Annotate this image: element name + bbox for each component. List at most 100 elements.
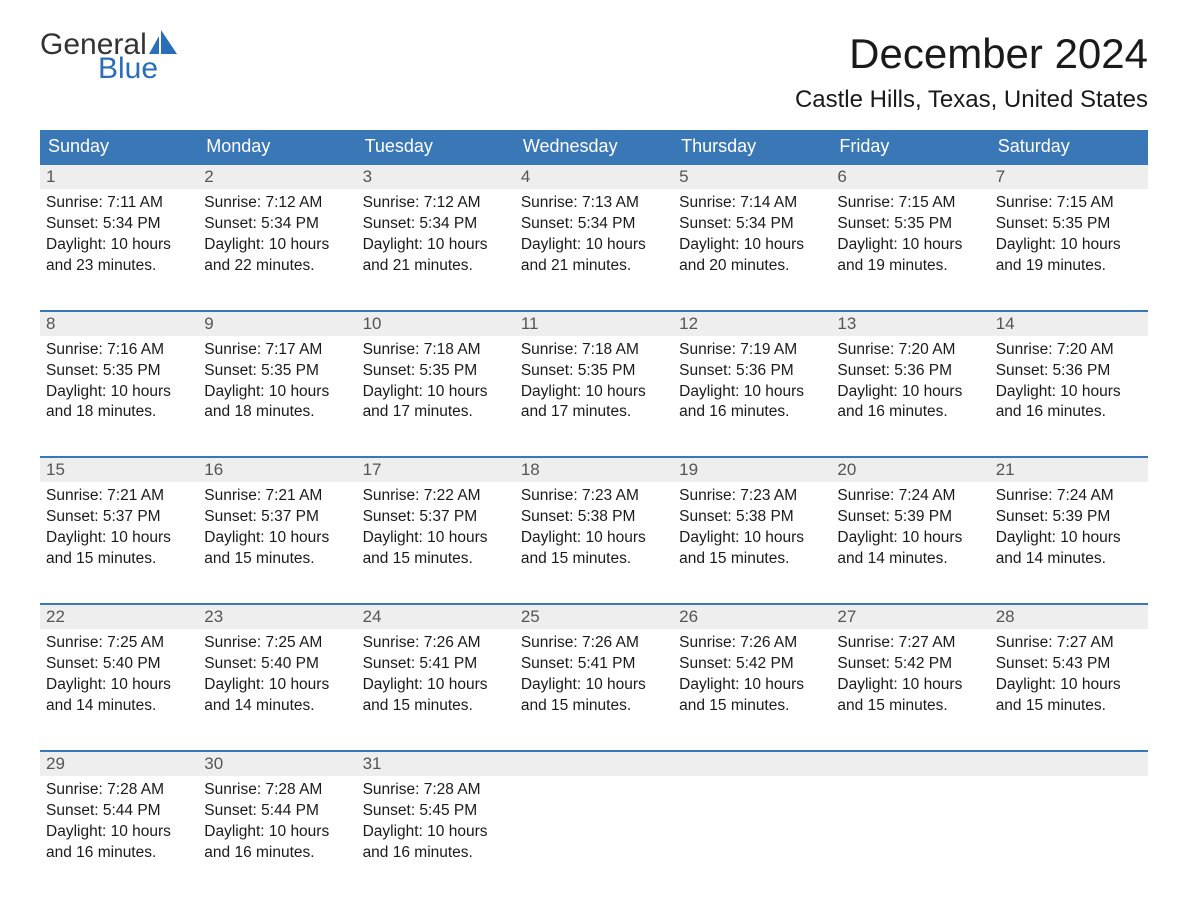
day-content: Sunrise: 7:24 AMSunset: 5:39 PMDaylight:…	[831, 482, 989, 576]
daylight-line-1: Daylight: 10 hours	[521, 235, 667, 256]
day-number: 19	[673, 458, 831, 482]
sunset-text: Sunset: 5:35 PM	[46, 361, 192, 382]
brand-word-2: Blue	[98, 54, 179, 84]
daylight-line-1: Daylight: 10 hours	[363, 822, 509, 843]
daylight-line-1: Daylight: 10 hours	[521, 675, 667, 696]
calendar-day-cell: 20Sunrise: 7:24 AMSunset: 5:39 PMDayligh…	[831, 457, 989, 576]
daylight-line-2: and 14 minutes.	[204, 696, 350, 717]
day-of-week-header: Wednesday	[515, 130, 673, 164]
day-of-week-header: Friday	[831, 130, 989, 164]
day-content: Sunrise: 7:25 AMSunset: 5:40 PMDaylight:…	[198, 629, 356, 723]
sunset-text: Sunset: 5:39 PM	[837, 507, 983, 528]
day-number: 25	[515, 605, 673, 629]
sunrise-text: Sunrise: 7:20 AM	[996, 340, 1142, 361]
daylight-line-1: Daylight: 10 hours	[204, 528, 350, 549]
day-number: 20	[831, 458, 989, 482]
daylight-line-2: and 15 minutes.	[363, 549, 509, 570]
daylight-line-1: Daylight: 10 hours	[521, 528, 667, 549]
calendar-day-cell: 3Sunrise: 7:12 AMSunset: 5:34 PMDaylight…	[357, 164, 515, 283]
sunset-text: Sunset: 5:35 PM	[996, 214, 1142, 235]
day-content: Sunrise: 7:15 AMSunset: 5:35 PMDaylight:…	[831, 189, 989, 283]
daylight-line-1: Daylight: 10 hours	[204, 822, 350, 843]
daylight-line-2: and 15 minutes.	[679, 549, 825, 570]
sunset-text: Sunset: 5:34 PM	[46, 214, 192, 235]
daylight-line-2: and 15 minutes.	[363, 696, 509, 717]
sunset-text: Sunset: 5:36 PM	[837, 361, 983, 382]
sunrise-text: Sunrise: 7:26 AM	[521, 633, 667, 654]
day-content: Sunrise: 7:28 AMSunset: 5:45 PMDaylight:…	[357, 776, 515, 870]
day-of-week-header: Thursday	[673, 130, 831, 164]
calendar-day-cell: 7Sunrise: 7:15 AMSunset: 5:35 PMDaylight…	[990, 164, 1148, 283]
calendar-day-cell: 31Sunrise: 7:28 AMSunset: 5:45 PMDayligh…	[357, 751, 515, 870]
sunset-text: Sunset: 5:34 PM	[363, 214, 509, 235]
daylight-line-1: Daylight: 10 hours	[46, 675, 192, 696]
calendar-week-row: 15Sunrise: 7:21 AMSunset: 5:37 PMDayligh…	[40, 457, 1148, 576]
daylight-line-2: and 15 minutes.	[46, 549, 192, 570]
sunrise-text: Sunrise: 7:27 AM	[996, 633, 1142, 654]
daylight-line-1: Daylight: 10 hours	[837, 675, 983, 696]
day-number: 18	[515, 458, 673, 482]
day-of-week-header: Monday	[198, 130, 356, 164]
daylight-line-1: Daylight: 10 hours	[363, 382, 509, 403]
sunrise-text: Sunrise: 7:16 AM	[46, 340, 192, 361]
daylight-line-2: and 18 minutes.	[204, 402, 350, 423]
day-number: 6	[831, 165, 989, 189]
sunset-text: Sunset: 5:43 PM	[996, 654, 1142, 675]
sunset-text: Sunset: 5:34 PM	[204, 214, 350, 235]
daylight-line-2: and 15 minutes.	[837, 696, 983, 717]
day-of-week-header: Sunday	[40, 130, 198, 164]
sunset-text: Sunset: 5:42 PM	[837, 654, 983, 675]
week-spacer	[40, 576, 1148, 604]
sunrise-text: Sunrise: 7:12 AM	[363, 193, 509, 214]
day-number: 12	[673, 312, 831, 336]
calendar-day-cell: 8Sunrise: 7:16 AMSunset: 5:35 PMDaylight…	[40, 311, 198, 430]
daylight-line-1: Daylight: 10 hours	[837, 235, 983, 256]
daylight-line-1: Daylight: 10 hours	[363, 675, 509, 696]
daylight-line-2: and 16 minutes.	[837, 402, 983, 423]
day-number: 21	[990, 458, 1148, 482]
sunrise-text: Sunrise: 7:25 AM	[46, 633, 192, 654]
day-number: 22	[40, 605, 198, 629]
calendar-day-cell: 17Sunrise: 7:22 AMSunset: 5:37 PMDayligh…	[357, 457, 515, 576]
calendar-day-cell: 18Sunrise: 7:23 AMSunset: 5:38 PMDayligh…	[515, 457, 673, 576]
day-number: 11	[515, 312, 673, 336]
daylight-line-1: Daylight: 10 hours	[679, 382, 825, 403]
calendar-day-cell: 23Sunrise: 7:25 AMSunset: 5:40 PMDayligh…	[198, 604, 356, 723]
sunset-text: Sunset: 5:39 PM	[996, 507, 1142, 528]
day-content: Sunrise: 7:28 AMSunset: 5:44 PMDaylight:…	[40, 776, 198, 870]
sunrise-text: Sunrise: 7:25 AM	[204, 633, 350, 654]
calendar-day-cell: 24Sunrise: 7:26 AMSunset: 5:41 PMDayligh…	[357, 604, 515, 723]
sunset-text: Sunset: 5:35 PM	[521, 361, 667, 382]
calendar-week-row: 1Sunrise: 7:11 AMSunset: 5:34 PMDaylight…	[40, 164, 1148, 283]
day-number: 30	[198, 752, 356, 776]
sunrise-text: Sunrise: 7:22 AM	[363, 486, 509, 507]
daylight-line-1: Daylight: 10 hours	[996, 382, 1142, 403]
sunrise-text: Sunrise: 7:13 AM	[521, 193, 667, 214]
calendar-week-row: 8Sunrise: 7:16 AMSunset: 5:35 PMDaylight…	[40, 311, 1148, 430]
brand-logo: General Blue	[40, 30, 179, 84]
day-content: Sunrise: 7:18 AMSunset: 5:35 PMDaylight:…	[357, 336, 515, 430]
daylight-line-1: Daylight: 10 hours	[204, 675, 350, 696]
daylight-line-2: and 14 minutes.	[46, 696, 192, 717]
day-content: Sunrise: 7:25 AMSunset: 5:40 PMDaylight:…	[40, 629, 198, 723]
sunrise-text: Sunrise: 7:14 AM	[679, 193, 825, 214]
day-content: Sunrise: 7:11 AMSunset: 5:34 PMDaylight:…	[40, 189, 198, 283]
sunrise-text: Sunrise: 7:28 AM	[363, 780, 509, 801]
sunset-text: Sunset: 5:34 PM	[679, 214, 825, 235]
daylight-line-1: Daylight: 10 hours	[363, 528, 509, 549]
daylight-line-2: and 21 minutes.	[363, 256, 509, 277]
daylight-line-1: Daylight: 10 hours	[363, 235, 509, 256]
day-content: Sunrise: 7:21 AMSunset: 5:37 PMDaylight:…	[198, 482, 356, 576]
calendar-empty-cell	[673, 751, 831, 870]
day-content: Sunrise: 7:12 AMSunset: 5:34 PMDaylight:…	[198, 189, 356, 283]
day-content: Sunrise: 7:21 AMSunset: 5:37 PMDaylight:…	[40, 482, 198, 576]
daylight-line-1: Daylight: 10 hours	[837, 528, 983, 549]
sunrise-text: Sunrise: 7:17 AM	[204, 340, 350, 361]
day-content: Sunrise: 7:20 AMSunset: 5:36 PMDaylight:…	[831, 336, 989, 430]
header: General Blue December 2024 Castle Hills,…	[40, 30, 1148, 126]
week-spacer	[40, 429, 1148, 457]
daylight-line-2: and 21 minutes.	[521, 256, 667, 277]
day-content: Sunrise: 7:18 AMSunset: 5:35 PMDaylight:…	[515, 336, 673, 430]
sunset-text: Sunset: 5:37 PM	[46, 507, 192, 528]
daylight-line-2: and 15 minutes.	[521, 696, 667, 717]
